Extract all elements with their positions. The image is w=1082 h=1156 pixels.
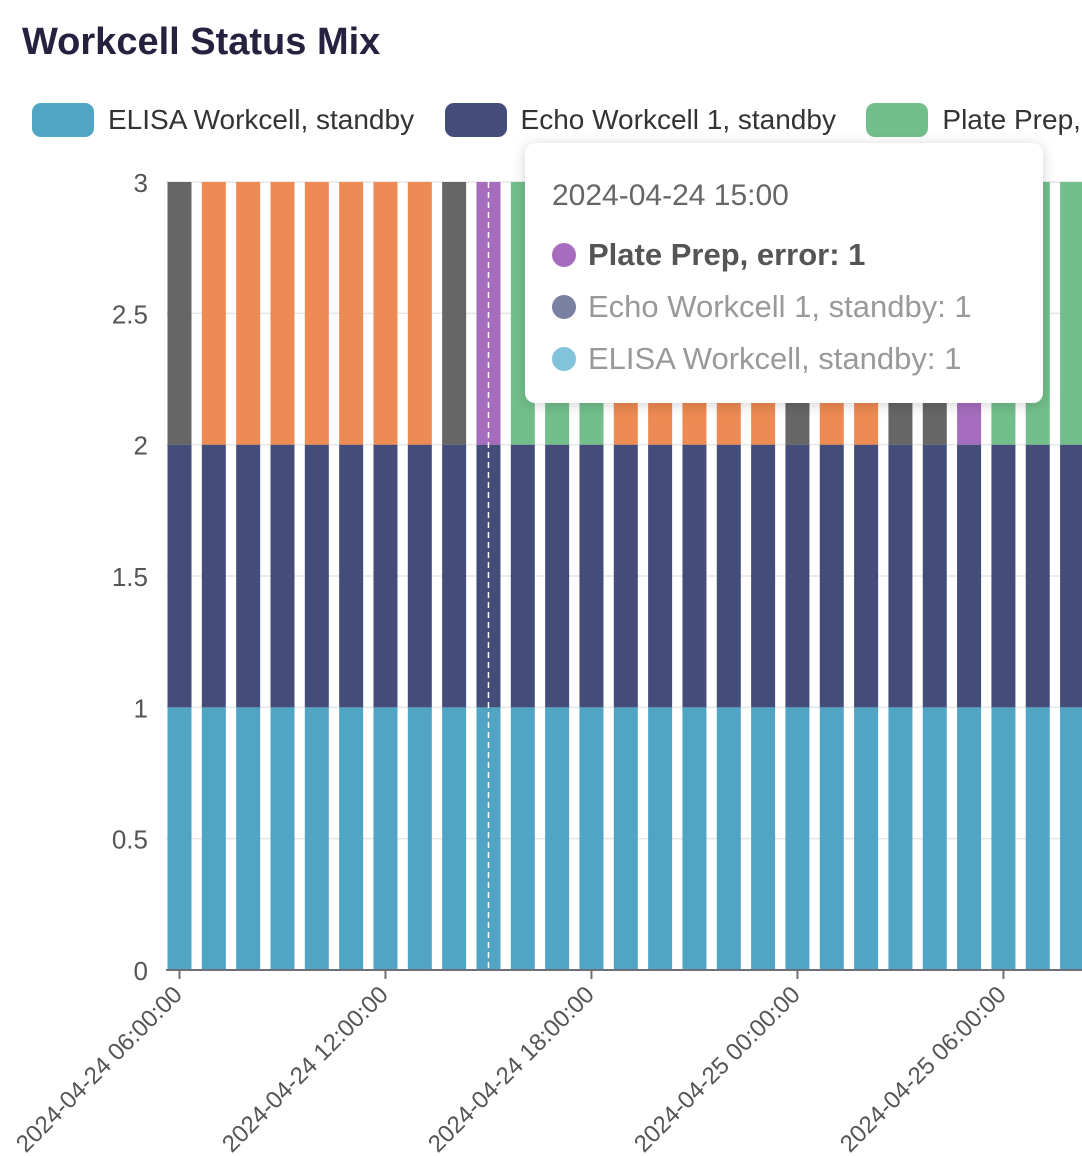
tooltip-row-text: Echo Workcell 1, standby: 1 — [588, 289, 972, 324]
bar-segment — [476, 444, 501, 708]
y-tick-label: 0 — [134, 956, 148, 986]
bar-segment — [201, 707, 226, 970]
bar-segment — [1025, 444, 1050, 708]
bar-segment — [236, 444, 261, 708]
tooltip-row-plate-prep-error: Plate Prep, error: 1 — [552, 229, 1043, 281]
bar-segment — [751, 707, 776, 970]
tooltip-row-text: ELISA Workcell, standby: 1 — [588, 341, 962, 376]
bar-segment — [579, 444, 604, 708]
bar-segment — [442, 707, 467, 970]
legend-label: ELISA Workcell, standby — [108, 104, 415, 135]
tooltip-dot — [552, 347, 576, 371]
bar-segment — [1025, 707, 1050, 970]
bar-segment — [510, 444, 535, 708]
bar-segment — [442, 444, 467, 708]
bar-segment — [716, 444, 741, 708]
bar-segment — [922, 707, 947, 970]
tooltip: 2024-04-24 15:00 Plate Prep, error: 1 Ec… — [525, 143, 1043, 403]
bar-segment — [167, 444, 192, 708]
bar-segment — [304, 444, 329, 708]
bar-segment — [373, 182, 398, 445]
legend-item-echo-standby[interactable]: Echo Workcell 1, standby — [444, 100, 836, 140]
bar-segment — [613, 707, 638, 970]
bar-segment — [957, 707, 982, 970]
bar-segment — [236, 182, 261, 445]
legend-label: Plate Prep, running — [942, 104, 1082, 135]
x-tick-label: 2024-04-24 18:00:00 — [423, 981, 600, 1156]
bar-segment — [236, 707, 261, 970]
bar-segment — [854, 444, 879, 708]
legend: ELISA Workcell, standby Echo Workcell 1,… — [32, 100, 1082, 140]
x-tick-label: 2024-04-24 12:00:00 — [217, 981, 394, 1156]
bar-segment — [201, 444, 226, 708]
legend-swatch — [866, 103, 929, 137]
tooltip-time: 2024-04-24 15:00 — [552, 179, 789, 212]
bar-segment — [167, 707, 192, 970]
bar-segment — [648, 444, 673, 708]
y-tick-label: 0.5 — [112, 825, 148, 855]
bar-segment — [476, 182, 501, 445]
bar-segment — [167, 182, 192, 445]
bar-segment — [785, 707, 810, 970]
bar-segment — [682, 707, 707, 970]
bar-segment — [373, 707, 398, 970]
bar-segment — [613, 444, 638, 708]
bar-segment — [819, 707, 844, 970]
bar-segment — [922, 444, 947, 708]
x-tick-label: 2024-04-25 00:00:00 — [629, 981, 806, 1156]
bar-segment — [339, 182, 364, 445]
tooltip-row-elisa-standby: ELISA Workcell, standby: 1 — [552, 333, 1043, 385]
tooltip-row-echo-standby: Echo Workcell 1, standby: 1 — [552, 281, 1043, 333]
bar-segment — [407, 707, 432, 970]
bar-segment — [510, 707, 535, 970]
bar-segment — [201, 182, 226, 445]
bar-segment — [957, 444, 982, 708]
y-tick-label: 2 — [134, 431, 148, 461]
bar-segment — [545, 707, 570, 970]
bar-segment — [1060, 444, 1082, 708]
bar-segment — [304, 707, 329, 970]
x-tick-label: 2024-04-24 06:00:00 — [11, 981, 188, 1156]
y-tick-label: 2.5 — [112, 299, 148, 329]
bar-segment — [270, 707, 295, 970]
bar-segment — [716, 707, 741, 970]
bar-segment — [579, 707, 604, 970]
legend-label: Echo Workcell 1, standby — [520, 104, 836, 135]
bar-segment — [785, 444, 810, 708]
y-tick-label: 1.5 — [112, 562, 148, 592]
bar-segment — [339, 444, 364, 708]
bar-segment — [545, 444, 570, 708]
legend-swatch — [32, 103, 94, 137]
tooltip-dot — [552, 295, 576, 319]
bar-segment — [991, 444, 1016, 708]
chart-title: Workcell Status Mix — [22, 21, 381, 63]
bar-segment — [270, 444, 295, 708]
legend-item-elisa-standby[interactable]: ELISA Workcell, standby — [32, 100, 414, 140]
bar-segment — [407, 444, 432, 708]
bar-segment — [339, 707, 364, 970]
bar-segment — [648, 707, 673, 970]
y-tick-label: 1 — [134, 693, 148, 723]
bar-segment — [1060, 707, 1082, 970]
bar-segment — [888, 707, 913, 970]
bar-segment — [270, 182, 295, 445]
bar-segment — [888, 444, 913, 708]
bar-segment — [373, 444, 398, 708]
bar-segment — [991, 707, 1016, 970]
tooltip-row-text: Plate Prep, error: 1 — [588, 237, 866, 272]
x-tick-label: 2024-04-25 06:00:00 — [835, 981, 1012, 1156]
bar-segment — [476, 707, 501, 970]
y-tick-label: 3 — [134, 168, 148, 198]
legend-item-plate-prep-running[interactable]: Plate Prep, running — [866, 100, 1082, 140]
bar-segment — [407, 182, 432, 445]
bar-segment — [751, 444, 776, 708]
bar-segment — [442, 182, 467, 445]
bar-segment — [854, 707, 879, 970]
tooltip-dot — [552, 243, 576, 267]
bar-segment — [682, 444, 707, 708]
bar-segment — [819, 444, 844, 708]
legend-swatch — [444, 103, 507, 137]
bar-segment — [1060, 182, 1082, 445]
bar-segment — [304, 182, 329, 445]
